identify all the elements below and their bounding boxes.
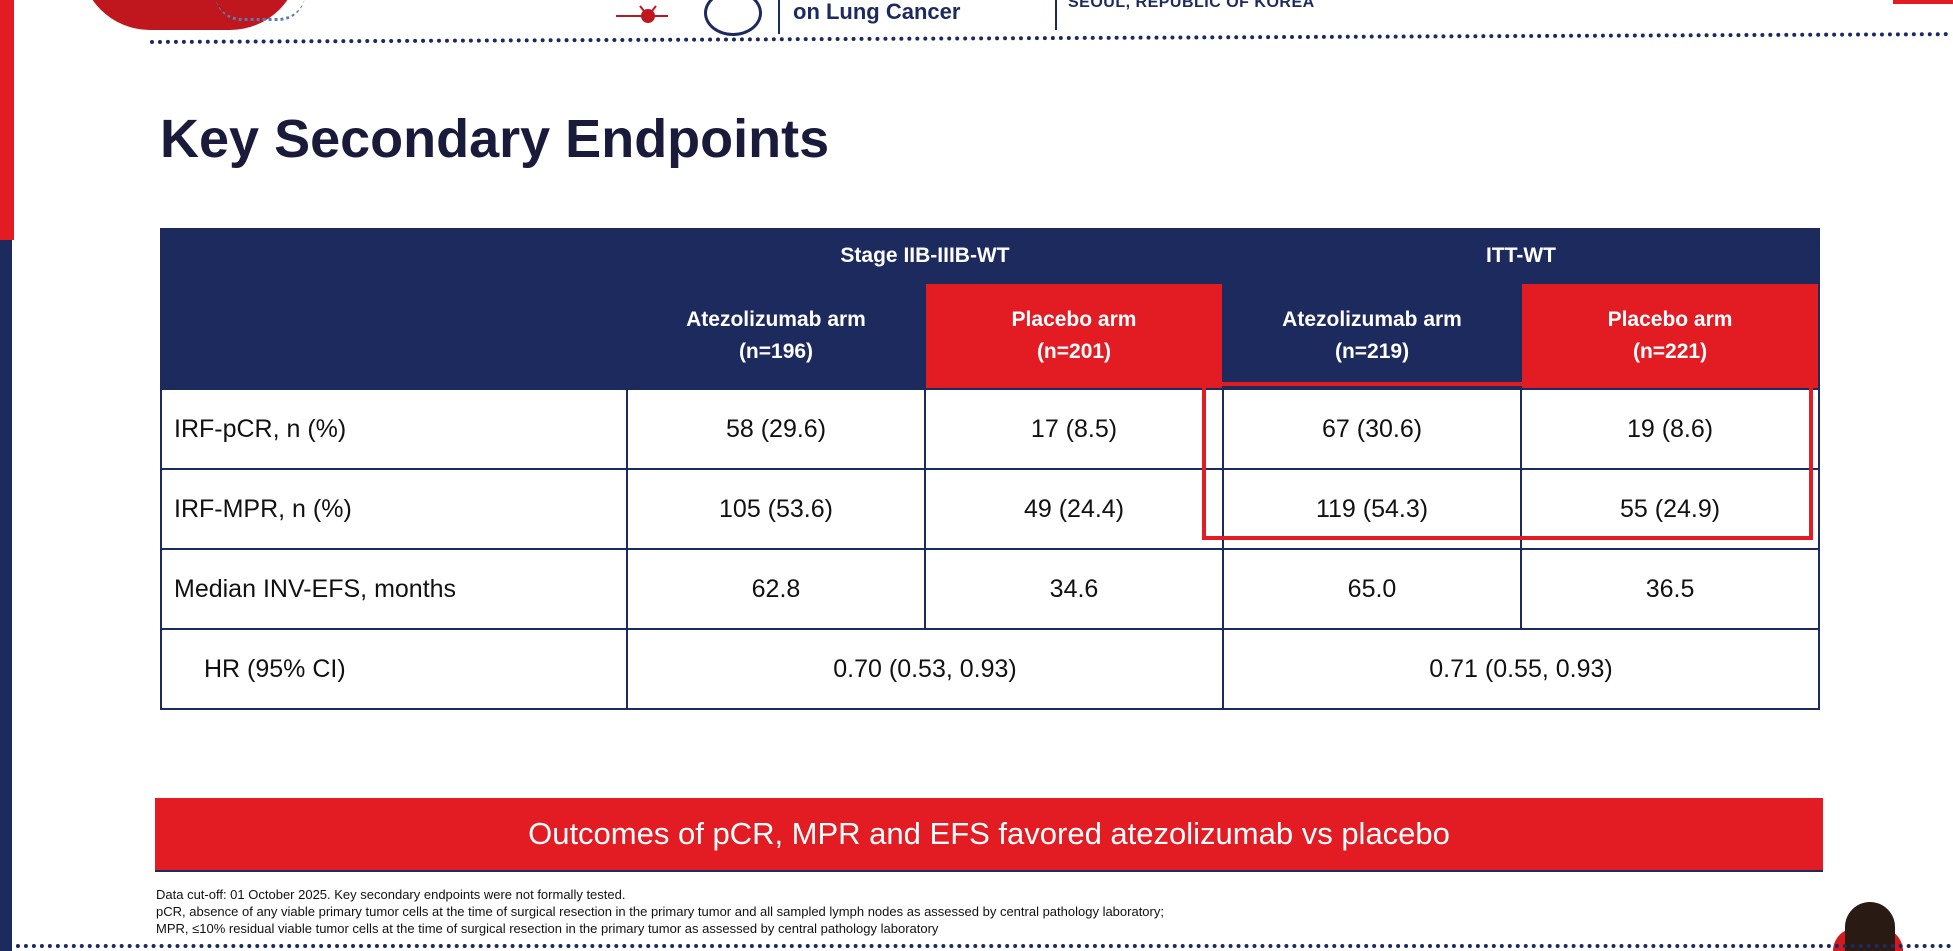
arm-header: Placebo arm (n=221) <box>1520 282 1821 390</box>
arm-sample-size: (n=219) <box>1334 340 1410 363</box>
table-cell: 65.0 <box>1222 548 1523 630</box>
arm-header: Atezolizumab arm (n=196) <box>626 282 926 390</box>
header-divider <box>1055 0 1057 30</box>
header-strip <box>0 0 1953 44</box>
slide-title: Key Secondary Endpoints <box>160 109 830 169</box>
conference-location: SEOUL, REPUBLIC OF KOREA <box>1068 0 1315 11</box>
endpoints-table: Stage IIB-IIIB-WT ITT-WT Atezolizumab ar… <box>160 228 1821 710</box>
table-cell-hr: 0.70 (0.53, 0.93) <box>625 628 1225 710</box>
conclusion-banner: Outcomes of pCR, MPR and EFS favored ate… <box>155 798 1823 872</box>
logo-ring-decoration <box>215 0 305 21</box>
arm-header-row: Atezolizumab arm (n=196) Placebo arm (n=… <box>161 282 1821 390</box>
table-cell: 49 (24.4) <box>923 468 1225 550</box>
table-cell: 36.5 <box>1520 548 1821 630</box>
row-label: IRF-MPR, n (%) <box>160 468 628 550</box>
footnotes: Data cut-off: 01 October 2025. Key secon… <box>156 886 1164 937</box>
arm-sample-size: (n=201) <box>1036 340 1112 363</box>
navy-edge-accent <box>0 240 12 951</box>
arm-sample-size: (n=221) <box>1632 340 1708 363</box>
arm-name: Placebo arm <box>1607 308 1733 331</box>
group-header-itt: ITT-WT <box>1222 228 1821 284</box>
footnote-line: pCR, absence of any viable primary tumor… <box>156 904 1164 919</box>
table-cell: 119 (54.3) <box>1222 468 1523 550</box>
table-cell: 55 (24.9) <box>1520 468 1821 550</box>
conference-seal-icon <box>704 0 762 36</box>
table-cell: 19 (8.6) <box>1520 388 1821 470</box>
table-cell: 58 (29.6) <box>626 388 926 470</box>
table-row: Median INV-EFS, months 62.8 34.6 65.0 36… <box>160 548 1821 630</box>
row-label: HR (95% CI) <box>160 628 628 710</box>
arm-name: Atezolizumab arm <box>1282 308 1462 331</box>
footnote-line: Data cut-off: 01 October 2025. Key secon… <box>156 887 626 902</box>
conference-name: on Lung Cancer <box>793 0 961 24</box>
table-cell: 105 (53.6) <box>626 468 926 550</box>
arm-sample-size: (n=196) <box>738 340 814 363</box>
arm-name: Placebo arm <box>1011 308 1137 331</box>
arm-header: Placebo arm (n=201) <box>923 282 1225 390</box>
arm-header: Atezolizumab arm (n=219) <box>1222 282 1523 390</box>
header-divider <box>778 0 780 34</box>
table-cell: 67 (30.6) <box>1222 388 1523 470</box>
table-cell-hr: 0.71 (0.55, 0.93) <box>1222 628 1821 710</box>
arm-name: Atezolizumab arm <box>686 308 866 331</box>
table-row: IRF-pCR, n (%) 58 (29.6) 17 (8.5) 67 (30… <box>160 388 1821 470</box>
table-cell: 17 (8.5) <box>923 388 1225 470</box>
dotted-divider-bottom <box>0 944 1953 948</box>
presenter-head <box>1845 902 1895 951</box>
row-label: Median INV-EFS, months <box>160 548 628 630</box>
table-cell: 62.8 <box>626 548 926 630</box>
iaslc-logo-icon <box>616 5 668 23</box>
footnote-line: MPR, ≤10% residual viable tumor cells at… <box>156 921 939 936</box>
table-row: IRF-MPR, n (%) 105 (53.6) 49 (24.4) 119 … <box>160 468 1821 550</box>
row-label: IRF-pCR, n (%) <box>160 388 628 470</box>
table-cell: 34.6 <box>923 548 1225 630</box>
red-edge-accent <box>0 0 14 240</box>
red-corner-accent <box>1893 0 1953 4</box>
empty-header-cell <box>160 228 628 390</box>
group-header-row: Stage IIB-IIIB-WT ITT-WT <box>160 228 1821 390</box>
table-row-hr: HR (95% CI) 0.70 (0.53, 0.93) 0.71 (0.55… <box>160 628 1821 710</box>
group-header-stage: Stage IIB-IIIB-WT <box>625 228 1225 284</box>
